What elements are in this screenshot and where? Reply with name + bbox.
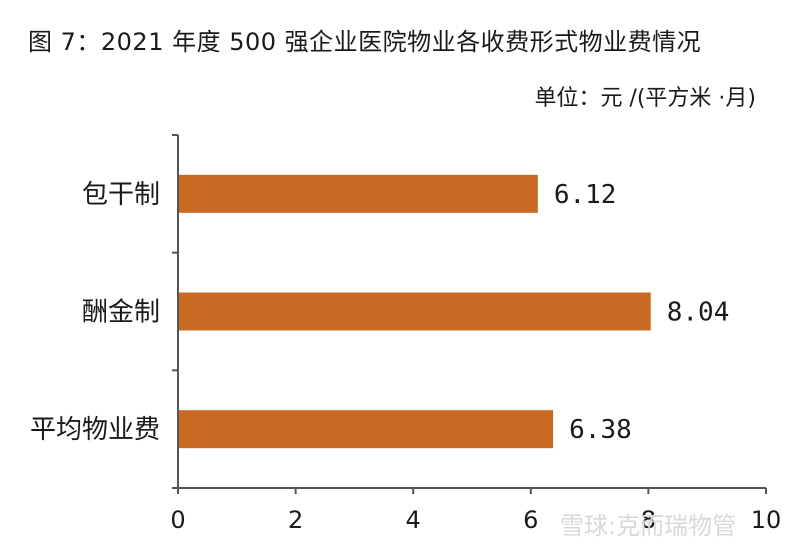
x-tick-label: 6 [523, 506, 538, 534]
bar-2 [178, 410, 554, 449]
x-tick-label: 4 [406, 506, 421, 534]
x-tick-label: 2 [288, 506, 303, 534]
value-label: 6.12 [554, 180, 617, 210]
x-tick-label: 8 [641, 506, 656, 534]
category-label: 包干制 [82, 180, 160, 210]
x-tick-label: 10 [751, 506, 782, 534]
x-tick-label: 0 [170, 506, 185, 534]
axes-group: 0 2 4 6 8 10 [170, 134, 782, 534]
value-label: 6.38 [569, 415, 632, 445]
category-label: 平均物业费 [30, 415, 160, 445]
bar-0 [178, 174, 538, 213]
value-label: 8.04 [667, 298, 730, 328]
bar-1 [178, 292, 651, 331]
unit-label: 单位：元 /(平方米 ·月) [534, 86, 756, 111]
chart-title: 图 7：2021 年度 500 强企业医院物业各收费形式物业费情况 [28, 28, 702, 56]
watermark: 雪球:克而瑞物管 [560, 512, 737, 540]
category-label: 酬金制 [82, 298, 160, 328]
bars-group: 包干制 6.12 酬金制 8.04 平均物业费 6.38 [30, 174, 730, 449]
